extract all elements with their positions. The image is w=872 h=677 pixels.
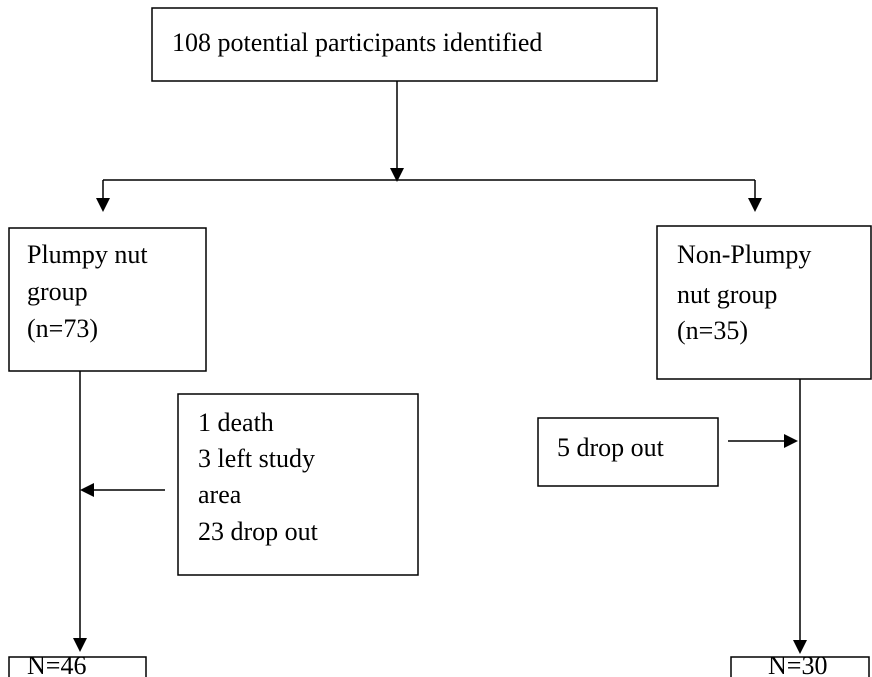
box: [177, 393, 419, 576]
box: [537, 417, 719, 487]
node-text: 1 death: [198, 408, 274, 437]
arrowhead: [793, 640, 807, 654]
box: [8, 656, 147, 677]
arrowhead: [80, 483, 94, 497]
arrowhead: [784, 434, 798, 448]
arrowhead: [748, 198, 762, 212]
node-text: 23 drop out: [198, 517, 319, 546]
box: [151, 7, 658, 82]
arrowhead: [73, 638, 87, 652]
node-text: nut group: [677, 280, 777, 309]
node-text: N=30: [768, 651, 827, 677]
box: [656, 225, 872, 380]
arrowhead: [390, 168, 404, 182]
node-text: (n=35): [677, 316, 748, 345]
node-text: 3 left study: [198, 444, 315, 473]
box: [8, 227, 207, 372]
node-text: 108 potential participants identified: [172, 28, 542, 57]
node-text: 5 drop out: [557, 433, 665, 462]
node-text: group: [27, 277, 88, 306]
arrowhead: [96, 198, 110, 212]
node-text: Non-Plumpy: [677, 240, 811, 269]
box: [730, 656, 870, 677]
node-text: (n=73): [27, 314, 98, 343]
node-text: area: [198, 480, 242, 509]
node-text: N=46: [27, 651, 86, 677]
node-text: Plumpy nut: [27, 240, 148, 269]
